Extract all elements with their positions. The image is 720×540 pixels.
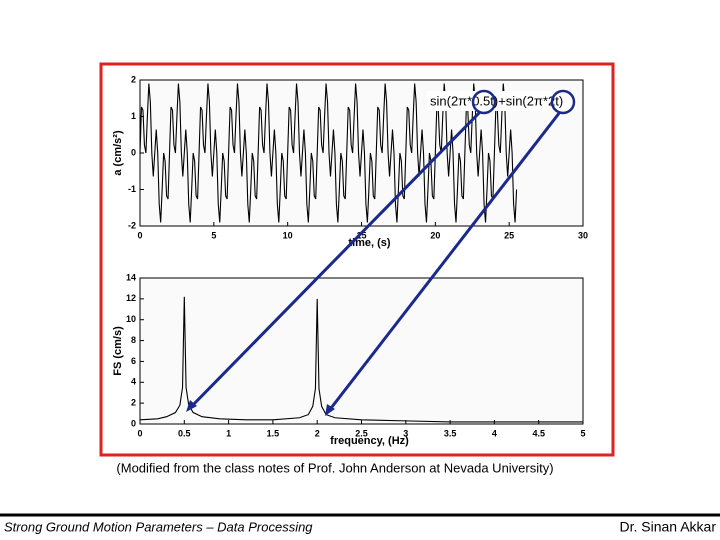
x-tick-label: 2 [315, 428, 320, 438]
caption: (Modified from the class notes of Prof. … [116, 460, 553, 475]
x-tick-label: 4.5 [532, 428, 545, 438]
arrow-head [325, 404, 335, 416]
y-tick-label: 0 [131, 147, 136, 157]
x-tick-label: 1 [226, 428, 231, 438]
x-tick-label: 2.5 [355, 428, 368, 438]
y-tick-label: -1 [128, 184, 136, 194]
x-tick-label: 20 [430, 230, 440, 240]
annotation: sin(2π*0.5t)+sin(2π*2t) [430, 93, 563, 108]
y-tick-label: 6 [131, 356, 136, 366]
highlight-circle [550, 89, 576, 115]
x-tick-label: 15 [356, 230, 366, 240]
x-axis-label: time, (s) [348, 237, 391, 249]
y-tick-label: 4 [131, 377, 136, 387]
y-tick-label: 2 [131, 74, 136, 84]
y-axis-label: FS (cm/s) [112, 326, 124, 376]
arrow-head [186, 400, 197, 412]
y-tick-label: 10 [126, 314, 136, 324]
x-tick-label: 5 [580, 428, 585, 438]
annotation-box [427, 91, 577, 111]
plot-area [139, 277, 584, 425]
x-tick-label: 0 [137, 230, 142, 240]
footer-left: Strong Ground Motion Parameters – Data P… [4, 519, 313, 534]
y-tick-label: 12 [126, 293, 136, 303]
x-tick-label: 4 [492, 428, 497, 438]
x-tick-label: 25 [504, 230, 514, 240]
data-line [139, 83, 518, 223]
y-tick-label: 14 [126, 272, 136, 282]
arrow [188, 110, 482, 410]
x-tick-label: 0 [137, 428, 142, 438]
x-tick-label: 3.5 [444, 428, 457, 438]
arrows [186, 89, 576, 416]
data-line [139, 296, 583, 423]
x-tick-label: 0.5 [178, 428, 191, 438]
arrow [326, 111, 562, 413]
footer-right: Dr. Sinan Akkar [620, 519, 717, 535]
highlight-circle [471, 89, 497, 115]
y-tick-label: -2 [128, 220, 136, 230]
y-tick-label: 1 [131, 111, 136, 121]
x-tick-label: 3 [403, 428, 408, 438]
x-tick-label: 30 [578, 230, 588, 240]
x-axis-label: frequency, (Hz) [330, 435, 409, 447]
y-tick-label: 8 [131, 335, 136, 345]
x-tick-label: 5 [211, 230, 216, 240]
x-tick-label: 1.5 [267, 428, 280, 438]
y-axis-label: a (cm/s²) [112, 130, 124, 176]
x-tick-label: 10 [283, 230, 293, 240]
y-tick-label: 2 [131, 398, 136, 408]
y-tick-label: 0 [131, 418, 136, 428]
